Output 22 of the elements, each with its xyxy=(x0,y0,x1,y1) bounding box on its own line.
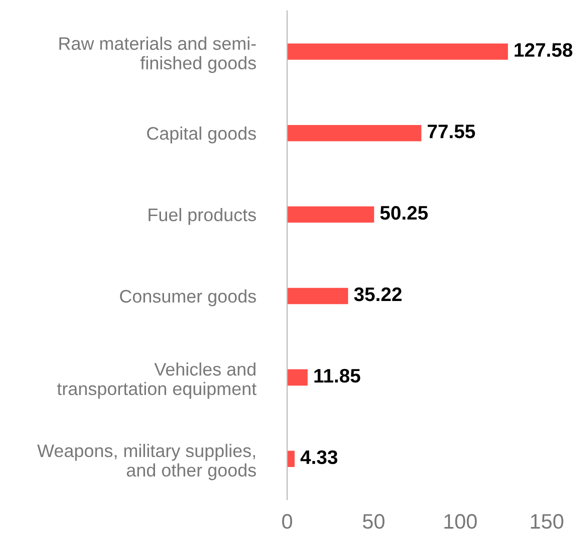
bar xyxy=(287,288,348,304)
bar xyxy=(287,44,508,60)
y-tick-label: Consumer goods xyxy=(120,289,256,306)
x-tick-label: 100 xyxy=(444,514,477,529)
data-label: 77.55 xyxy=(428,124,476,138)
y-tick-label: Vehicles and transportation equipment xyxy=(57,362,256,399)
y-tick-label: Fuel products xyxy=(148,208,256,225)
y-tick-label: Raw materials and semi- finished goods xyxy=(59,36,256,73)
bar xyxy=(287,450,295,468)
data-label: 127.58 xyxy=(514,43,572,57)
data-label: 50.25 xyxy=(380,206,428,220)
data-label: 11.85 xyxy=(314,368,360,383)
bar xyxy=(287,124,422,142)
data-label: 35.22 xyxy=(354,287,402,302)
bar xyxy=(287,206,374,223)
y-tick-label: Weapons, military supplies, and other goods xyxy=(37,444,256,480)
x-tick-label: 150 xyxy=(530,514,564,529)
data-label: 4.33 xyxy=(300,450,338,464)
x-tick-label: 0 xyxy=(282,514,292,529)
bar xyxy=(287,369,308,386)
y-tick-label: Capital goods xyxy=(147,126,256,144)
x-tick-label: 50 xyxy=(362,514,384,529)
